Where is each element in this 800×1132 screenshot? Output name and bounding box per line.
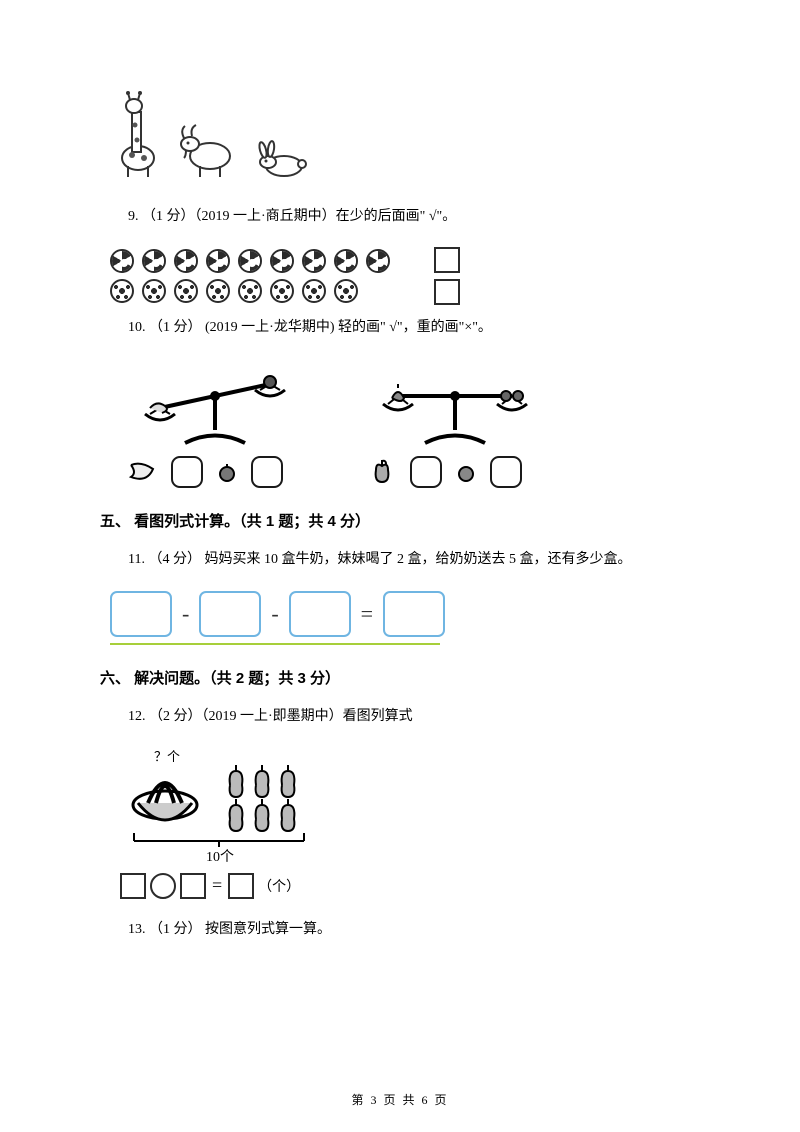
q12-operator-circle[interactable] <box>150 873 176 899</box>
apple-icon <box>368 458 396 486</box>
q12-total-label: 10个 <box>206 849 234 865</box>
q12-box-2[interactable] <box>180 873 206 899</box>
equals-icon: = <box>212 875 222 896</box>
q11-box-2[interactable] <box>199 591 261 637</box>
tomato-small-icon <box>217 462 237 482</box>
section-6-title: 六、 解决问题。（共 2 题；共 3 分） <box>100 667 700 688</box>
q11-box-4[interactable] <box>383 591 445 637</box>
minus-icon: - <box>271 601 278 627</box>
q12-question-label: ？个 <box>154 749 180 764</box>
q9-checkbox-top[interactable] <box>434 247 460 273</box>
soccer-ball-row <box>110 279 390 303</box>
peach-small-icon <box>456 462 476 482</box>
question-12-text: 12. （2 分）（2019 一上·即墨期中）看图列算式 <box>128 704 700 729</box>
scale-right-icon <box>370 358 540 448</box>
q11-box-1[interactable] <box>110 591 172 637</box>
beach-ball-row <box>110 249 390 273</box>
question-13: 13. （1 分） 按图意列式算一算。 <box>100 917 700 942</box>
section-5-title: 五、 看图列式计算。（共 1 题；共 4 分） <box>100 510 700 531</box>
question-10-text: 10. （1 分） (2019 一上·龙华期中) 轻的画" √"，重的画"×"。 <box>128 315 700 340</box>
q12-equation: = （个） <box>120 873 700 899</box>
q11-box-3[interactable] <box>289 591 351 637</box>
page-footer: 第 3 页 共 6 页 <box>0 1091 800 1108</box>
scale-left-icon <box>130 358 300 448</box>
q10-box-apple[interactable] <box>410 456 442 488</box>
q10-box-tomato[interactable] <box>251 456 283 488</box>
q12-box-1[interactable] <box>120 873 146 899</box>
minus-icon: - <box>182 601 189 627</box>
question-12: 12. （2 分）（2019 一上·即墨期中）看图列算式 <box>100 704 700 729</box>
question-13-text: 13. （1 分） 按图意列式算一算。 <box>128 917 700 942</box>
q12-box-3[interactable] <box>228 873 254 899</box>
giraffe-icon <box>110 90 162 178</box>
q11-equation: - - = <box>110 591 700 645</box>
q9-checkbox-bottom[interactable] <box>434 279 460 305</box>
question-9-text: 9. （1 分）（2019 一上·商丘期中）在少的后面画" √"。 <box>128 204 700 229</box>
goat-icon <box>176 120 238 178</box>
equation-underline <box>110 643 440 645</box>
banana-icon <box>127 459 157 485</box>
question-11-text: 11. （4 分） 妈妈买来 10 盒牛奶，妹妹喝了 2 盒，给奶奶送去 5 盒… <box>128 547 700 572</box>
question-10: 10. （1 分） (2019 一上·龙华期中) 轻的画" √"，重的画"×"。 <box>100 315 700 340</box>
question-11: 11. （4 分） 妈妈买来 10 盒牛奶，妹妹喝了 2 盒，给奶奶送去 5 盒… <box>100 547 700 572</box>
q10-box-banana[interactable] <box>171 456 203 488</box>
balls-figure <box>110 247 700 305</box>
rabbit-icon <box>252 140 310 178</box>
animals-figure <box>110 90 700 178</box>
q10-box-peach[interactable] <box>490 456 522 488</box>
equals-icon: = <box>361 601 373 627</box>
q12-figure: ？个 10个 <box>120 747 340 867</box>
question-9: 9. （1 分）（2019 一上·商丘期中）在少的后面画" √"。 <box>100 204 700 229</box>
q10-answer-row <box>120 456 700 488</box>
q12-unit: （个） <box>258 876 300 896</box>
